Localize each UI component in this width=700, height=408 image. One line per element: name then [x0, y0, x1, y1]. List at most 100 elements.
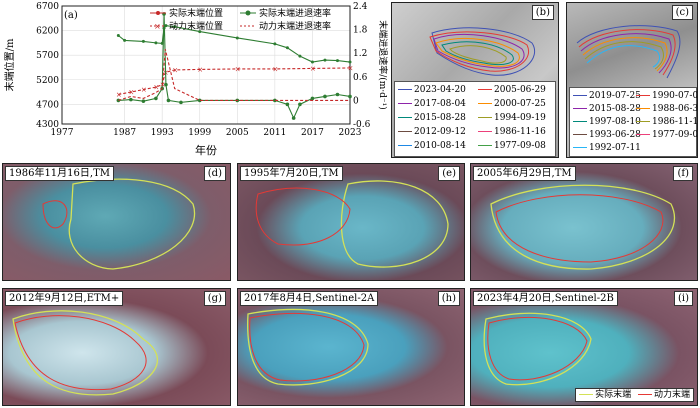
image-panel-d: 1986年11月16日,TM (d) — [2, 163, 231, 281]
panel-c-map: (c) 2019-07-25 1990-07-06 2015-08-28 1988-0… — [566, 2, 698, 158]
data-point: × — [128, 89, 134, 97]
data-point — [198, 30, 202, 34]
y-tick-label-left: 6700 — [36, 2, 59, 12]
x-tick-label: 1977 — [51, 128, 74, 138]
data-point — [164, 82, 168, 87]
image-label-i: (i) — [673, 291, 693, 306]
outline-d — [42, 178, 196, 270]
legend-date: 1986-11-16 — [494, 127, 546, 137]
legend-dynamic-rate: 动力末端进退速率 — [259, 20, 331, 32]
legend-entry: 2019-07-25 — [573, 91, 641, 102]
data-point — [298, 54, 302, 58]
legend-dynamic-swatch — [637, 394, 652, 395]
y-tick-label-right: -0.6 — [353, 120, 371, 130]
outline-g — [12, 310, 158, 396]
legend-dynamic-pos: 动力末端位置 — [169, 20, 223, 32]
data-point — [141, 39, 145, 43]
legend-date: 1993-06-28 — [589, 130, 641, 140]
data-point: × — [272, 65, 278, 73]
legend-entry: 1977-09-08 — [478, 141, 546, 152]
y-tick-label-left: 4300 — [36, 120, 59, 130]
legend-date: 2010-08-14 — [414, 141, 466, 151]
outline-f — [490, 184, 676, 270]
legend-entry: 1977-09-08 — [636, 130, 698, 141]
legend-entry: 2010-08-14 — [398, 141, 466, 152]
data-point — [273, 98, 277, 103]
data-point — [116, 34, 120, 37]
legend-date: 1988-06-30 — [652, 104, 698, 114]
legend-entry: 1990-07-06 — [636, 91, 698, 102]
data-point — [273, 42, 277, 46]
outline-h — [247, 308, 369, 386]
legend-swatch — [398, 103, 412, 104]
y-tick-label-left: 5200 — [36, 76, 59, 86]
y-axis-right-label: 末端进退速率/(m·d⁻¹) — [377, 20, 389, 110]
data-point: × — [348, 64, 354, 72]
legend-swatch — [398, 89, 412, 90]
x-tick-label: 2005 — [226, 128, 249, 138]
legend-swatch — [573, 121, 587, 122]
x-tick-label: 1987 — [113, 128, 136, 138]
series-line-1 — [118, 67, 351, 96]
legend-swatch — [398, 131, 412, 132]
y-tick-label-right: 2.4 — [353, 2, 368, 12]
panel-c-outlines — [576, 25, 681, 79]
panel-b-legend: 2023-04-20 2005-06-29 2017-08-04 2000-07-25… — [394, 81, 556, 157]
data-point — [323, 58, 327, 62]
data-point — [291, 116, 296, 120]
chart-legend: 实际末端位置 实际末端进退速率 × 动力末端位置 动力末端进退速率 — [150, 7, 331, 32]
legend-entry: 2017-08-04 — [398, 99, 466, 110]
panel-b-map: (b) 2023-04-20 2005-06-29 2017-08-04 2000-0… — [391, 2, 559, 158]
y-tick-label-left: 4700 — [36, 100, 59, 110]
legend-actual-swatch — [579, 394, 594, 395]
series-line-3 — [118, 49, 350, 101]
outline-e — [255, 180, 449, 268]
data-point: × — [310, 65, 316, 73]
data-point — [197, 98, 202, 103]
legend-entry: 2023-04-20 — [398, 85, 466, 96]
panel-b-label: (b) — [531, 5, 554, 20]
legend-actual-terminus: 实际末端 — [595, 390, 632, 400]
legend-date: 1994-09-19 — [494, 113, 546, 123]
chart-a-svg: × × × × ×× × × × × × × 1977 1987 1993 1999 2005 2011 201… — [3, 2, 389, 157]
legend-entry: 2015-08-28 — [573, 104, 641, 115]
legend-swatch — [636, 121, 650, 122]
legend-date: 1977-09-08 — [652, 130, 698, 140]
legend-swatch — [636, 134, 650, 135]
data-point — [348, 94, 352, 99]
data-point — [154, 41, 158, 45]
legend-swatch — [573, 108, 587, 109]
legend-date: 2015-08-28 — [589, 104, 641, 114]
y-tick-label-right: 1.8 — [353, 26, 368, 36]
x-tick-label: 1999 — [188, 128, 211, 138]
legend-swatch — [478, 117, 492, 118]
plot-frame — [61, 5, 351, 125]
data-point — [123, 38, 127, 42]
x-tick-label: 2017 — [301, 128, 324, 138]
y-axis-left-label: 末端位置/m — [3, 38, 16, 91]
x-tick-label: 1993 — [151, 128, 174, 138]
legend-entry: 2000-07-25 — [478, 99, 546, 110]
legend-dynamic-terminus: 动力末端 — [653, 390, 690, 400]
panel-c-label: (c) — [671, 5, 693, 20]
legend-swatch — [478, 145, 492, 146]
legend-date: 1990-07-06 — [652, 91, 698, 101]
legend-swatch — [636, 95, 650, 96]
data-point — [141, 99, 146, 103]
image-label-f: (f) — [673, 166, 693, 181]
data-point — [323, 94, 327, 99]
data-point: × — [235, 65, 241, 73]
image-label-e: (e) — [438, 166, 460, 181]
image-label-d: (d) — [203, 166, 226, 181]
legend-entry: 2015-08-28 — [398, 113, 466, 124]
legend-swatch — [478, 131, 492, 132]
outline-i — [483, 312, 592, 386]
legend-actual-rate: 实际末端进退速率 — [259, 7, 331, 19]
x-axis-label: 年份 — [195, 143, 217, 157]
data-point — [285, 102, 290, 107]
data-point — [298, 102, 302, 107]
legend-swatch — [478, 103, 492, 104]
y-tick-label-right: 1.2 — [353, 49, 367, 59]
panel-a-label: (a) — [64, 10, 78, 21]
data-point: × — [141, 86, 147, 94]
